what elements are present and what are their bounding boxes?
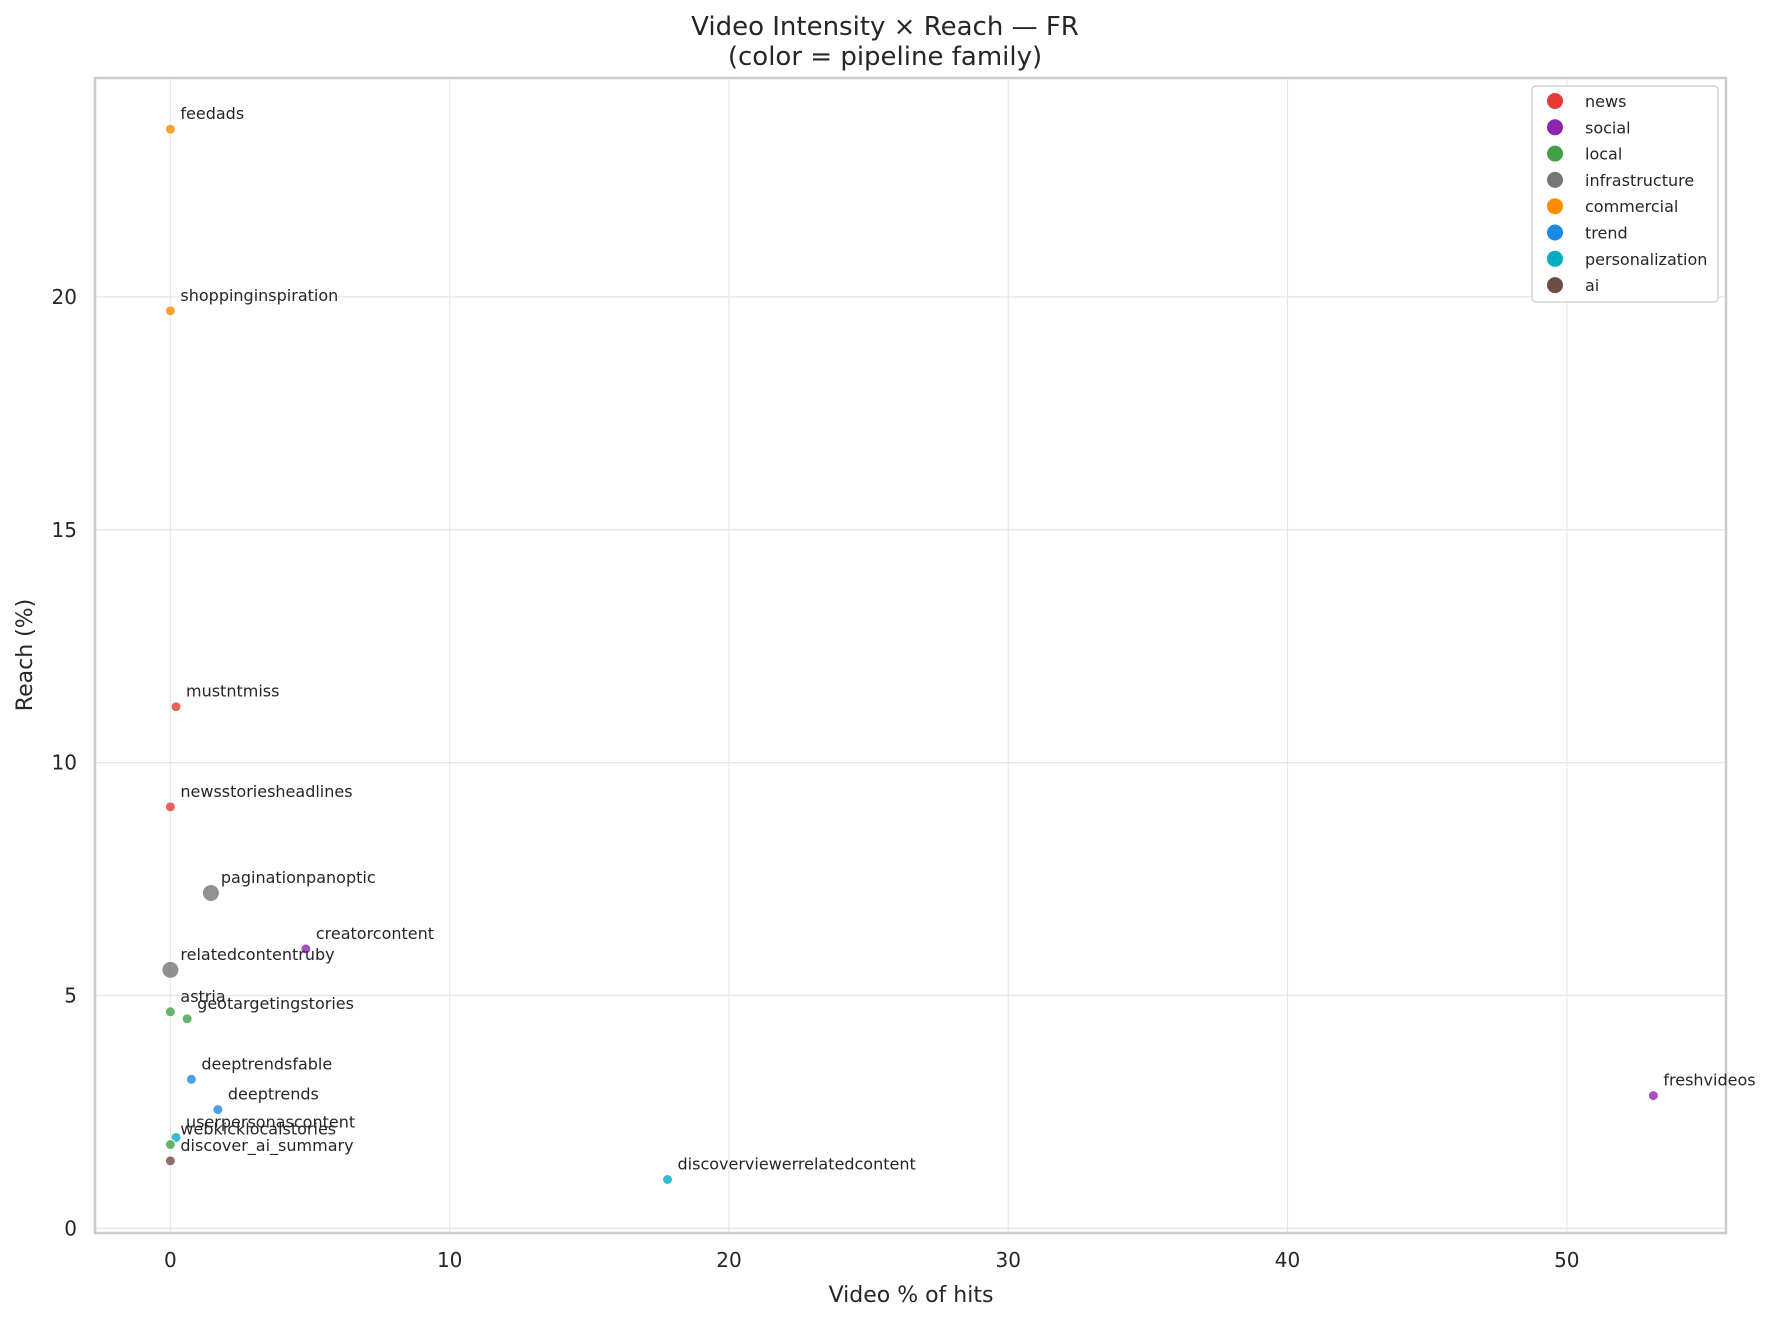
chart-subtitle: (color = pipeline family)	[728, 42, 1042, 72]
plot-frame	[93, 76, 1728, 1235]
legend-label: social	[1585, 118, 1631, 137]
legend-marker-trend	[1547, 224, 1563, 241]
data-point-relatedcontentruby	[161, 960, 180, 979]
x-tick-label: 10	[437, 1248, 462, 1272]
legend-marker-infrastructure	[1547, 171, 1563, 188]
grid	[95, 78, 1726, 1233]
chart-title: Video Intensity × Reach — FR	[691, 12, 1079, 42]
data-point-paginationpanoptic	[201, 884, 220, 903]
data-point-label: freshvideos	[1663, 1071, 1755, 1090]
data-point-label: mustntmiss	[186, 682, 279, 701]
legend-marker-personalization	[1547, 250, 1563, 267]
data-point-label: deeptrendsfable	[201, 1054, 332, 1073]
data-point-label: astria	[180, 987, 225, 1006]
data-point-label: deeptrends	[228, 1085, 319, 1104]
legend-label: local	[1585, 145, 1622, 164]
legend-marker-local	[1547, 145, 1563, 162]
data-point-freshvideos	[1647, 1090, 1659, 1102]
data-point-deeptrendsfable	[185, 1073, 197, 1085]
data-point-shoppinginspiration	[164, 305, 176, 317]
y-axis-label: Reach (%)	[13, 599, 38, 711]
legend-items: news social local infrastructure commercial t…	[1547, 92, 1707, 295]
data-point-label: webkicklocalstories	[180, 1120, 336, 1139]
data-point-labels: feedads shoppinginspiration mustntmiss news…	[180, 104, 1755, 1173]
x-tick-label: 20	[716, 1248, 741, 1272]
legend-label: ai	[1585, 276, 1599, 295]
data-point-discoverviewerrelatedcontent	[662, 1173, 674, 1185]
legend-label: infrastructure	[1585, 171, 1694, 190]
x-tick-label: 40	[1275, 1248, 1300, 1272]
data-point-deeptrends	[212, 1104, 224, 1116]
x-tick-label: 30	[996, 1248, 1021, 1272]
data-point-geotargetingstories	[181, 1013, 193, 1025]
data-point-astria	[164, 1006, 176, 1018]
data-point-label: shoppinginspiration	[180, 286, 338, 305]
y-tick-label: 0	[64, 1216, 77, 1240]
data-point-newsstoriesheadlines	[164, 801, 176, 813]
x-tick-label: 0	[164, 1248, 177, 1272]
legend-marker-commercial	[1547, 198, 1563, 215]
data-points	[161, 123, 1659, 1185]
data-point-label: creatorcontent	[316, 924, 434, 943]
y-tick-label: 15	[52, 518, 77, 542]
data-point-label: newsstoriesheadlines	[180, 782, 352, 801]
data-point-webkicklocalstories	[164, 1139, 176, 1151]
data-point-label: paginationpanoptic	[221, 868, 376, 887]
data-point-label: discover_ai_summary	[180, 1136, 353, 1156]
data-point-discover_ai_summary	[164, 1155, 176, 1167]
data-point-label: userpersonascontent	[186, 1113, 355, 1132]
legend-marker-news	[1547, 93, 1563, 109]
legend-label: news	[1585, 92, 1626, 111]
data-point-label: relatedcontentruby	[180, 945, 334, 964]
legend-label: trend	[1585, 224, 1628, 243]
y-tick-label: 5	[64, 983, 77, 1007]
legend-box	[1531, 85, 1719, 303]
x-axis-label: Video % of hits	[829, 1283, 994, 1308]
legend-marker-ai	[1547, 277, 1563, 294]
y-tick-label: 10	[52, 751, 77, 775]
data-point-creatorcontent	[300, 943, 312, 955]
data-point-label: discoverviewerrelatedcontent	[678, 1154, 916, 1173]
legend-label: personalization	[1585, 250, 1707, 269]
x-tick-label: 50	[1554, 1248, 1579, 1272]
data-point-label: feedads	[180, 104, 244, 123]
legend-marker-social	[1547, 119, 1563, 136]
axis-ticks: 0 10 20 30 40 50 0 5 10 15 20	[52, 285, 1580, 1272]
data-point-mustntmiss	[170, 701, 182, 713]
legend: news social local infrastructure commercial t…	[1531, 85, 1719, 303]
data-point-label: geotargetingstories	[197, 994, 354, 1013]
data-point-feedads	[164, 123, 176, 135]
legend-label: commercial	[1585, 197, 1678, 216]
y-tick-label: 20	[52, 285, 77, 309]
